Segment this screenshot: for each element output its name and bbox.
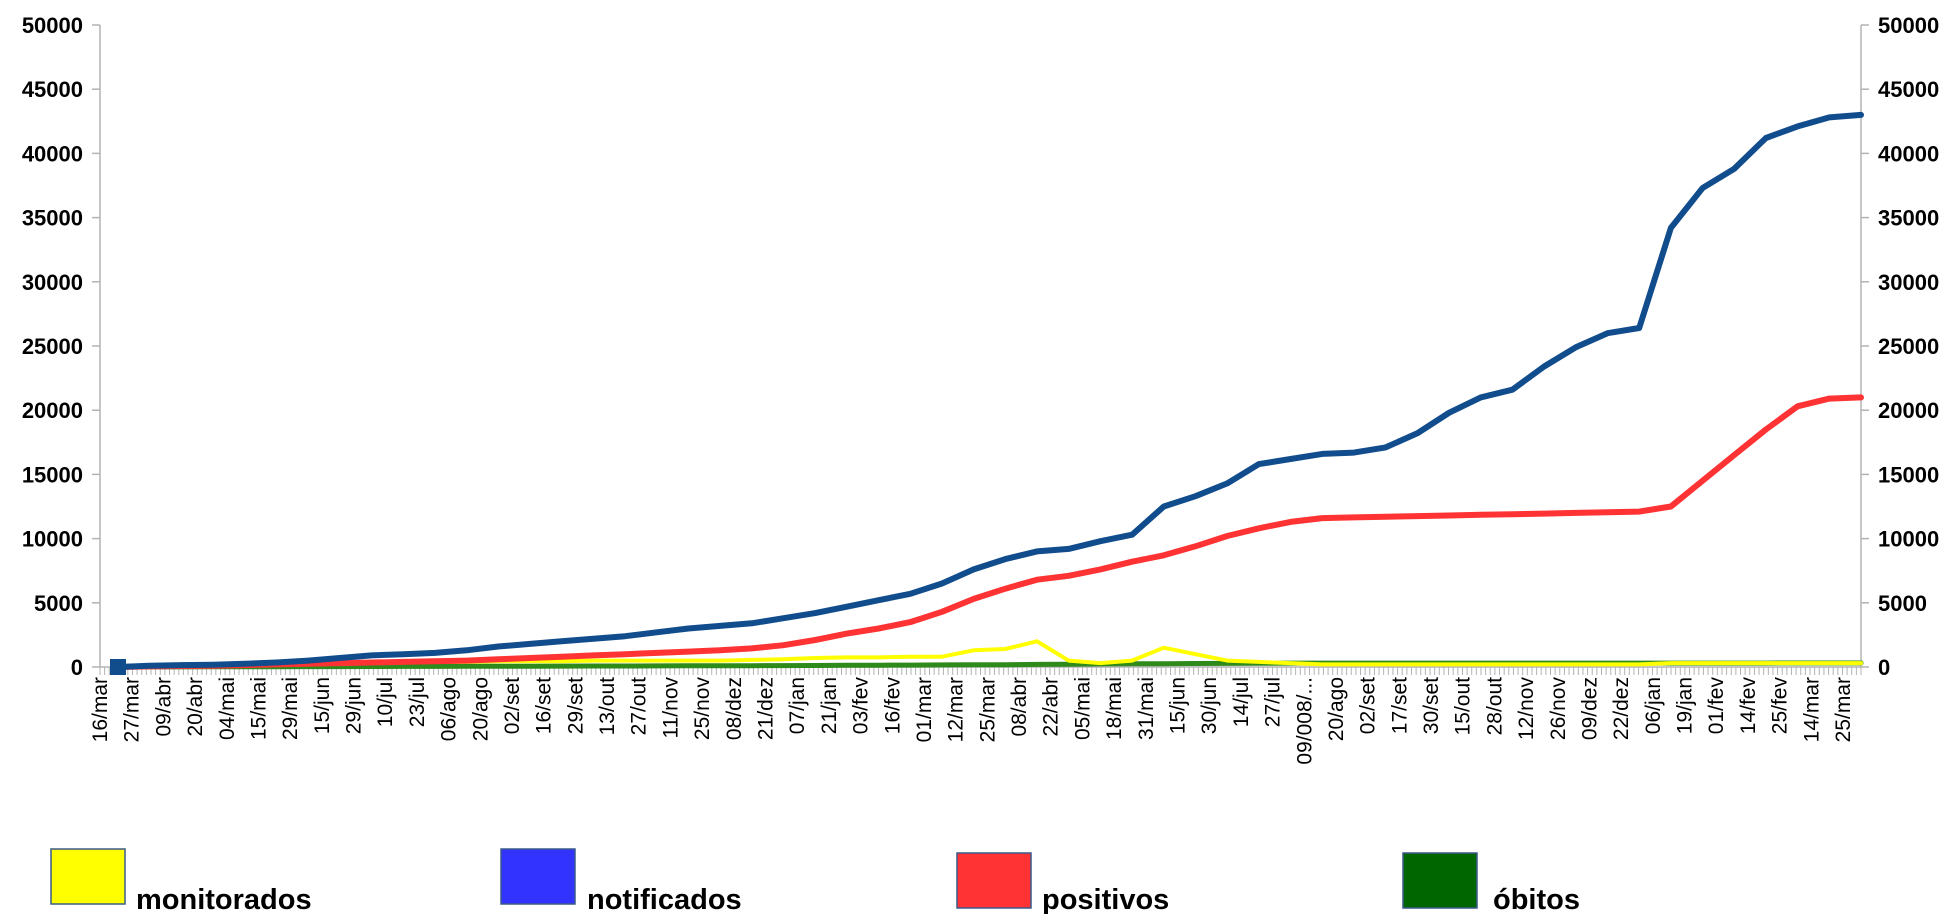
legend-label-monitorados: monitorados (136, 884, 312, 914)
x-tick-labels: 16/mar 27/mar 09/abr 20/abr 04/mai 15/mai 29/m… (89, 677, 1855, 765)
x-tick-label: 02/set (501, 677, 524, 734)
x-tick-label: 01/fev (1705, 677, 1728, 735)
y-tick-label-right: 50000 (1878, 13, 1939, 38)
x-tick-label: 21/jan (818, 677, 841, 734)
x-tick-label: 08/abr (1008, 677, 1031, 737)
y-tick-label-left: 25000 (22, 334, 83, 359)
x-tick-label: 14/jul (1230, 677, 1253, 727)
x-tick-label: 16/fev (881, 677, 904, 735)
x-tick-label: 26/nov (1547, 677, 1570, 741)
x-tick-label: 09/abr (152, 677, 175, 737)
x-tick-label: 16/mar (89, 677, 112, 742)
legend-item-notificados: notificados (500, 848, 742, 914)
y-tick-label-right: 5000 (1878, 591, 1927, 616)
series-lines (110, 111, 1864, 675)
y-tick-label-right: 30000 (1878, 270, 1939, 295)
x-tick-label: 15/out (1452, 677, 1475, 736)
x-tick-label: 14/mar (1800, 677, 1823, 742)
x-tick-label: 07/jan (786, 677, 809, 734)
y-tick-label-left: 40000 (22, 141, 83, 166)
y-tick-label-left: 0 (71, 655, 83, 680)
x-tick-label: 29/mai (279, 677, 302, 740)
x-tick-label: 25/mar (976, 677, 999, 742)
x-tick-label: 20/ago (1325, 677, 1348, 741)
x-tick-label: 14/fev (1737, 677, 1760, 735)
legend-label-obitos: óbitos (1493, 884, 1580, 914)
y-tick-label-left: 15000 (22, 462, 83, 487)
x-tick-label: 27/jul (1262, 677, 1285, 727)
x-tick-label: 22/dez (1610, 677, 1633, 740)
legend-item-monitorados: monitorados (50, 848, 312, 914)
x-tick-label: 08/dez (723, 677, 746, 740)
x-tick-label: 29/jun (343, 677, 366, 734)
x-tick-label: 15/mai (247, 677, 270, 740)
x-tick-label: 09/dez (1578, 677, 1601, 740)
series-start-marker (110, 659, 126, 675)
x-tick-label: 10/jul (374, 677, 397, 727)
axes (99, 25, 1862, 668)
y-tick-label-right: 10000 (1878, 527, 1939, 552)
x-tick-label: 20/abr (184, 677, 207, 737)
x-tick-label: 30/jun (1198, 677, 1221, 734)
x-tick-label: 15/jun (311, 677, 334, 734)
x-tick-label: 29/set (564, 677, 587, 734)
x-tick-label: 12/mar (945, 677, 968, 742)
y-tick-label-left: 5000 (34, 591, 83, 616)
y-tick-label-left: 20000 (22, 398, 83, 423)
x-tick-label: 06/jan (1642, 677, 1665, 734)
y-tick-label-right: 45000 (1878, 77, 1939, 102)
legend-swatch-positivos (956, 852, 1032, 909)
y-tick-label-right: 0 (1878, 655, 1890, 680)
y-tick-label-left: 30000 (22, 270, 83, 295)
x-tick-label: 27/mar (121, 677, 144, 742)
x-tick-label: 02/set (1357, 677, 1380, 734)
x-tick-label: 04/mai (216, 677, 239, 740)
y-tick-label-right: 15000 (1878, 462, 1939, 487)
series-line-positivos (115, 394, 1864, 670)
x-tick-label: 22/abr (1040, 677, 1063, 737)
y-tick-label-right: 25000 (1878, 334, 1939, 359)
x-tick-label: 01/mar (913, 677, 936, 742)
x-tick-label: 06/ago (438, 677, 461, 741)
x-tick-label: 09/008/... (1293, 677, 1316, 765)
series-line-notificados (115, 111, 1864, 670)
x-tick-label: 25/mar (1832, 677, 1855, 742)
x-tick-label: 13/out (596, 677, 619, 736)
x-tick-label: 25/nov (691, 677, 714, 741)
x-tick-label: 23/jul (406, 677, 429, 727)
y-tick-label-left: 45000 (22, 77, 83, 102)
x-tick-label: 20/ago (469, 677, 492, 741)
x-tick-label: 05/mai (1071, 677, 1094, 740)
legend-label-notificados: notificados (587, 884, 742, 914)
legend-swatch-obitos (1402, 852, 1478, 909)
legend-item-positivos: positivos (956, 852, 1169, 914)
x-tick-label: 18/mai (1103, 677, 1126, 740)
x-tick-label: 03/fev (850, 677, 873, 735)
x-tick-label: 15/jun (1166, 677, 1189, 734)
x-tick-label: 27/out (628, 677, 651, 736)
y-tick-label-right: 35000 (1878, 206, 1939, 231)
y-tick-label-left: 35000 (22, 206, 83, 231)
legend-item-obitos: óbitos (1402, 852, 1580, 914)
x-tick-label: 21/dez (755, 677, 778, 740)
y-tick-label-left: 50000 (22, 13, 83, 38)
x-tick-label: 17/set (1388, 677, 1411, 734)
y-tick-label-right: 20000 (1878, 398, 1939, 423)
legend: monitorados notificados positivos óbitos (50, 848, 1580, 914)
x-tick-label: 28/out (1483, 677, 1506, 736)
x-tick-label: 30/set (1420, 677, 1443, 734)
x-tick-label: 19/jan (1674, 677, 1697, 734)
y-tick-label-right: 40000 (1878, 141, 1939, 166)
y-tick-labels: 0 0 5000 5000 10000 10000 15000 15000 20000 20000… (22, 13, 1939, 680)
x-tick-label: 11/nov (659, 677, 682, 739)
legend-swatch-monitorados (50, 848, 126, 905)
x-tick-label: 31/mai (1135, 677, 1158, 740)
x-tick-label: 16/set (533, 677, 556, 734)
x-tick-label: 25/fev (1769, 677, 1792, 735)
x-tick-label: 12/nov (1515, 677, 1538, 741)
legend-swatch-notificados (500, 848, 576, 905)
legend-label-positivos: positivos (1042, 884, 1169, 914)
y-tick-label-left: 10000 (22, 527, 83, 552)
